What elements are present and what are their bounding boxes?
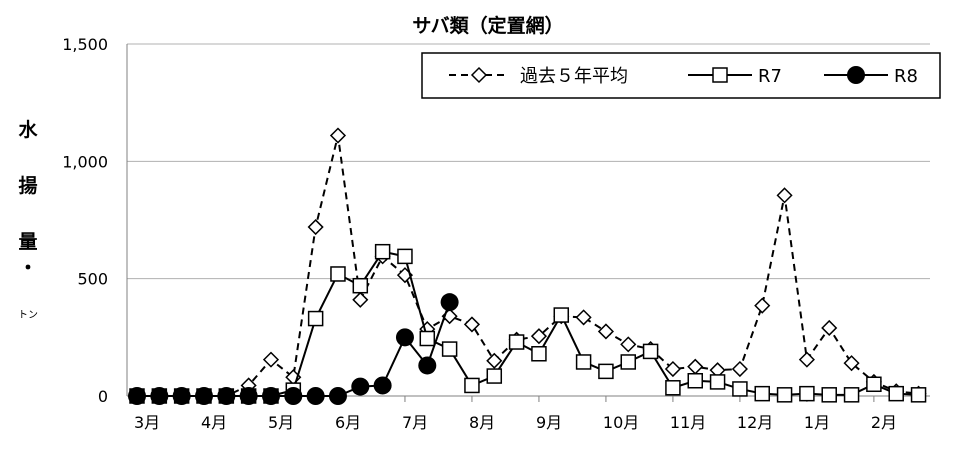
legend: 過去５年平均 R7 R8 [421, 52, 941, 99]
series-layer [128, 127, 927, 405]
x-tick-label: 7月 [402, 413, 428, 432]
data-point-circle [239, 387, 258, 405]
data-point-circle [194, 387, 213, 405]
legend-marker-r8 [847, 66, 865, 84]
data-point-square [843, 387, 860, 403]
data-point-circle [128, 387, 146, 405]
data-point-diamond [776, 187, 793, 204]
data-point-square [330, 266, 346, 282]
legend-marker-r7 [712, 67, 728, 83]
data-point-circle [395, 328, 414, 347]
data-point-square [665, 380, 681, 396]
data-point-circle [172, 387, 191, 405]
data-point-circle [373, 376, 392, 395]
data-point-diamond [821, 319, 838, 337]
y-tick-label: 1,000 [62, 152, 108, 171]
chart-title: サバ類（定置網） [412, 14, 563, 37]
data-point-square [732, 381, 748, 397]
legend-label-r8: R8 [894, 66, 918, 87]
series-line [137, 135, 919, 397]
x-tick-label: 1月 [804, 413, 830, 432]
ylabel-char: 水 [18, 119, 38, 141]
data-point-diamond [620, 336, 637, 353]
data-point-square [709, 374, 726, 390]
data-point-circle [418, 356, 437, 375]
data-point-circle [440, 293, 459, 312]
data-point-diamond [798, 351, 815, 368]
x-tick-label: 11月 [670, 413, 706, 432]
x-tick-label: 4月 [201, 413, 227, 432]
x-tick-label: 6月 [335, 413, 361, 432]
data-point-diamond [486, 352, 503, 369]
data-point-square [821, 387, 837, 403]
data-point-circle [306, 387, 325, 405]
data-point-square [553, 307, 570, 323]
data-point-square [754, 385, 770, 402]
series-0 [128, 127, 927, 405]
data-point-diamond [687, 358, 704, 375]
data-point-diamond [843, 355, 860, 372]
data-point-square [307, 310, 324, 327]
data-point-circle [328, 387, 347, 405]
data-point-square [419, 330, 436, 347]
ylabel-char: 量 [18, 231, 37, 253]
data-point-diamond [530, 328, 548, 345]
data-point-circle [217, 387, 236, 405]
legend-label-r7: R7 [758, 66, 782, 87]
data-point-diamond [575, 309, 592, 326]
x-tick-label: 9月 [536, 413, 562, 432]
data-point-square [486, 368, 503, 384]
data-point-square [687, 372, 703, 389]
data-point-square [910, 387, 927, 403]
data-point-square [799, 385, 815, 402]
data-point-square [776, 387, 793, 403]
data-point-square [508, 334, 525, 350]
data-point-diamond [463, 316, 481, 333]
data-point-square [575, 354, 592, 370]
data-point-diamond [731, 360, 748, 378]
data-point-diamond [664, 360, 681, 378]
data-point-diamond [262, 351, 280, 368]
ylabel-char: 揚 [18, 174, 37, 197]
y-tick-label: 500 [77, 270, 108, 289]
data-point-square [598, 363, 614, 380]
data-point-circle [284, 387, 303, 405]
x-tick-label: 12月 [737, 413, 773, 432]
data-point-diamond [597, 323, 614, 340]
data-point-square [531, 346, 547, 362]
data-point-square [374, 243, 391, 260]
data-point-diamond [329, 127, 347, 144]
data-point-diamond [352, 291, 369, 308]
x-tick-label: 5月 [268, 413, 294, 432]
x-tick-label: 8月 [469, 413, 495, 432]
data-point-square [464, 377, 480, 394]
y-tick-label: 0 [98, 387, 108, 406]
data-point-square [888, 385, 904, 402]
data-point-square [397, 248, 413, 265]
data-point-square [866, 376, 882, 393]
y-axis-ticks: 0 500 1,000 1,500 [62, 35, 108, 406]
series-2 [128, 293, 459, 405]
y-tick-label: 1,500 [62, 35, 108, 54]
data-point-square [642, 343, 659, 360]
ylabel-char: ・ [18, 257, 37, 279]
legend-label-avg: 過去５年平均 [520, 66, 628, 87]
data-point-diamond [754, 297, 771, 314]
x-tick-label: 2月 [871, 413, 897, 432]
data-point-circle [261, 387, 280, 405]
y-axis-label: 水 揚 量 ・ トン [18, 119, 38, 321]
x-tick-label: 10月 [603, 413, 639, 432]
x-tick-label: 3月 [134, 413, 160, 432]
x-axis-ticks: 3月 4月 5月 6月 7月 8月 9月 10月 11月 12月 1月 2月 [134, 396, 897, 432]
data-point-square [441, 341, 458, 357]
data-point-square [352, 277, 369, 294]
ylabel-unit: トン [18, 310, 38, 321]
data-point-square [620, 354, 637, 370]
data-point-circle [150, 387, 169, 405]
data-point-circle [351, 377, 370, 396]
legend-marker-avg [470, 66, 488, 84]
data-point-diamond [307, 218, 324, 236]
